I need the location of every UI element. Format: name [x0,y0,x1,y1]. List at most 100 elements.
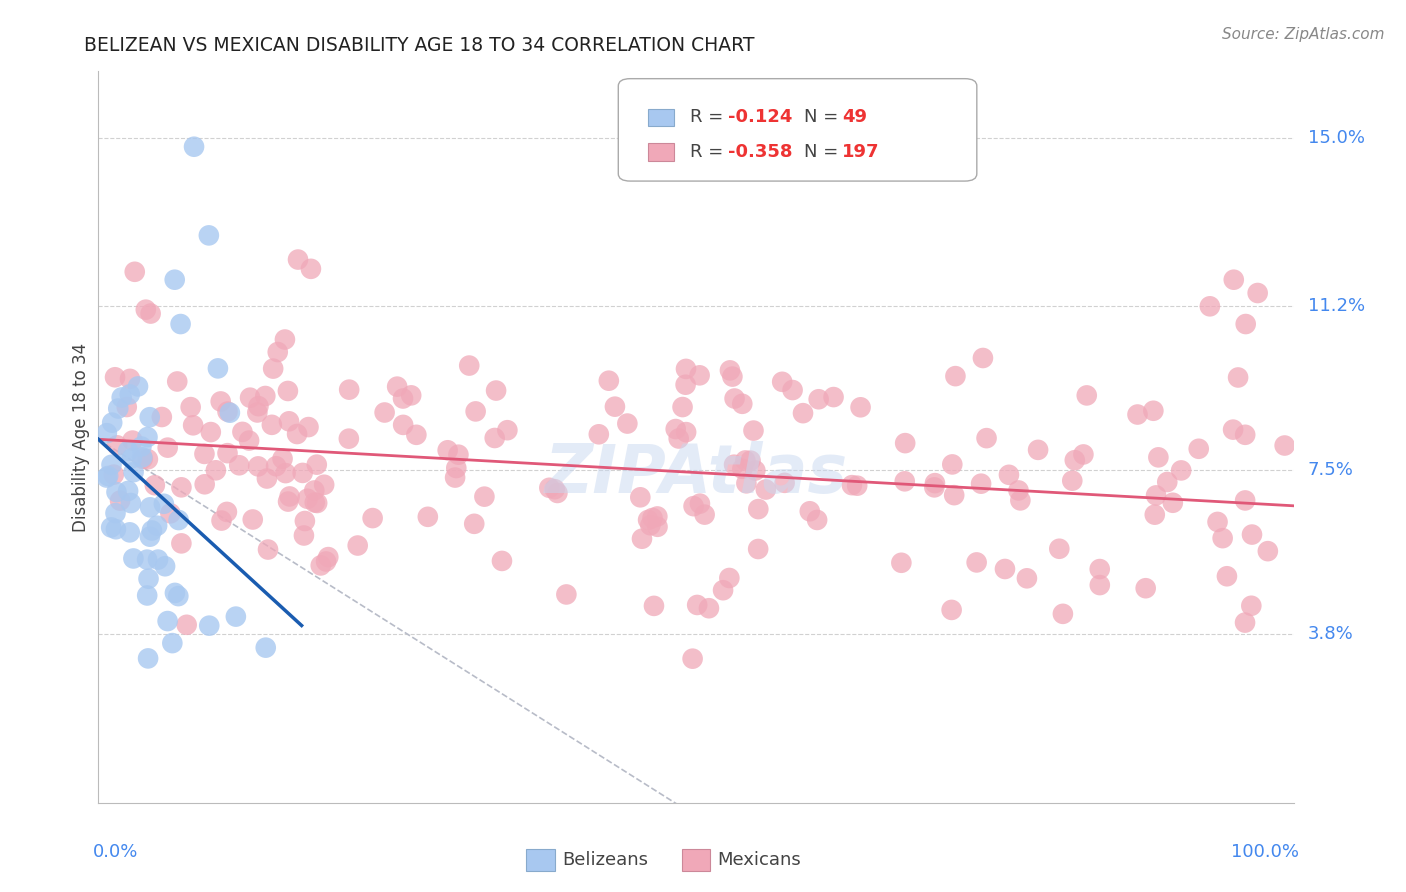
Point [474,490,496,504]
Point [153,559,176,574]
Point [115,400,138,414]
Point [127,379,149,393]
Point [163,586,186,600]
Point [631,532,654,546]
FancyBboxPatch shape [648,109,675,127]
Point [693,508,716,522]
Point [118,372,141,386]
Point [823,390,845,404]
Point [849,401,872,415]
Point [647,509,669,524]
Point [463,516,485,531]
Text: R =: R = [690,109,728,127]
Point [274,466,297,480]
Point [121,434,143,448]
Point [136,452,159,467]
Point [138,572,160,586]
Point [163,273,186,287]
Point [1052,607,1074,621]
Point [299,261,322,276]
Point [1257,544,1279,558]
Point [1240,599,1263,613]
Point [1227,370,1250,384]
Point [96,470,118,484]
Point [231,425,253,439]
Point [146,518,169,533]
Point [138,410,160,425]
Text: 100.0%: 100.0% [1232,843,1299,861]
Point [277,494,299,508]
Point [721,369,744,384]
Point [1222,423,1244,437]
Point [291,466,314,480]
Point [104,522,127,536]
Point [257,542,280,557]
Point [122,465,145,479]
Point [156,441,179,455]
Point [972,351,994,365]
Point [156,614,179,628]
Point [143,478,166,492]
Point [723,392,745,406]
Point [136,589,159,603]
Point [136,552,159,566]
Point [538,481,561,495]
Point [491,554,513,568]
Point [616,417,638,431]
Point [247,399,270,413]
Point [392,417,415,432]
Point [238,434,260,448]
Point [484,431,506,445]
Point [166,375,188,389]
Text: Belizeans: Belizeans [562,851,648,869]
Point [1047,541,1070,556]
Point [682,499,704,513]
Point [1234,427,1257,442]
Point [1216,569,1239,583]
Point [315,554,337,568]
Point [640,518,662,533]
Point [205,463,228,477]
Point [219,406,242,420]
Point [682,651,704,665]
Text: Mexicans: Mexicans [717,851,801,869]
Point [1007,483,1029,498]
Point [711,583,734,598]
Point [893,475,915,489]
Point [96,426,118,441]
Point [668,432,690,446]
Point [150,409,173,424]
Point [1144,488,1167,502]
FancyBboxPatch shape [648,143,675,161]
FancyBboxPatch shape [682,849,710,871]
Point [807,392,830,407]
Point [1234,493,1257,508]
Point [1199,299,1222,313]
Point [260,417,283,432]
Point [246,405,269,419]
Point [146,552,169,566]
Point [305,458,328,472]
Point [105,485,128,500]
Point [747,541,769,556]
Point [941,458,963,472]
Point [1223,273,1246,287]
Point [675,425,697,439]
Point [689,368,711,383]
Point [274,333,297,347]
Point [770,375,793,389]
Point [104,370,127,384]
Point [546,486,568,500]
Point [124,265,146,279]
Point [1062,474,1084,488]
Point [970,476,993,491]
Point [744,463,766,477]
Point [799,504,821,518]
Point [285,427,308,442]
Point [100,458,122,472]
Text: N =: N = [804,109,844,127]
Point [924,476,946,491]
Point [464,404,486,418]
Point [447,448,470,462]
Point [254,640,277,655]
